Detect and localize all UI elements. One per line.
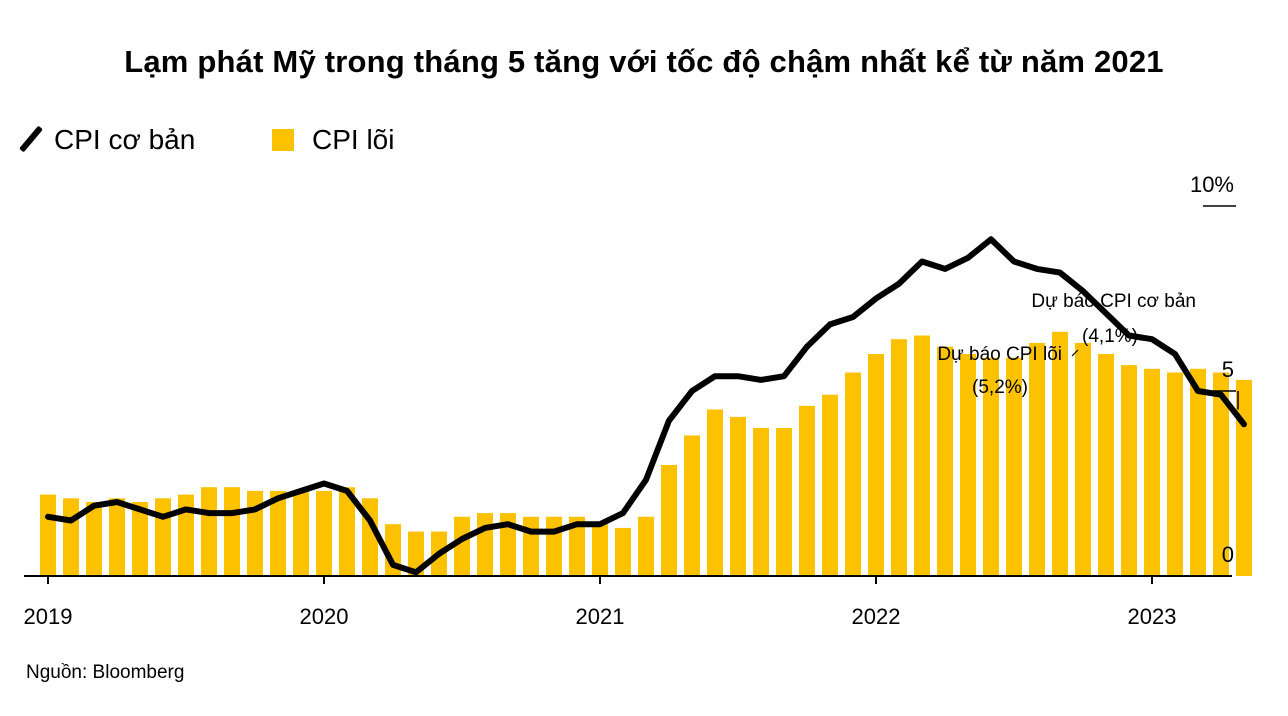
legend-bar-label: CPI lõi xyxy=(312,124,395,155)
legend-line-label: CPI cơ bản xyxy=(54,124,196,155)
bar xyxy=(339,487,355,576)
bar xyxy=(408,531,424,576)
bar xyxy=(40,494,56,576)
bar xyxy=(707,409,723,576)
x-axis: 2019 2020 2021 2022 2023 xyxy=(24,575,1232,629)
bar xyxy=(1098,354,1114,576)
bar xyxy=(914,335,930,576)
bar-series xyxy=(40,331,1252,576)
bar xyxy=(638,516,654,576)
legend-item-bar: CPI lõi xyxy=(272,124,394,156)
y-tick-label: 5 xyxy=(1222,357,1234,382)
bar xyxy=(891,339,907,576)
bar xyxy=(63,498,79,576)
bar xyxy=(937,346,953,576)
bar xyxy=(684,435,700,576)
bar xyxy=(293,490,309,576)
bar xyxy=(1052,331,1068,576)
bar xyxy=(1075,342,1091,576)
annotation-bar-forecast-label: Dự báo CPI lõi xyxy=(937,344,1062,365)
y-tick-label: 0 xyxy=(1222,542,1234,567)
bar xyxy=(224,487,240,576)
bar xyxy=(822,394,838,576)
annotation-line-leader xyxy=(1071,349,1079,357)
bar xyxy=(776,428,792,576)
annotations: Dự báo CPI cơ bản (4,1%) Dự báo CPI lõi (5,… xyxy=(937,291,1239,410)
bar xyxy=(960,354,976,576)
x-tick-label: 2021 xyxy=(576,604,625,629)
bar xyxy=(109,498,125,576)
x-tick-label: 2022 xyxy=(852,604,901,629)
bar xyxy=(201,487,217,576)
bar xyxy=(316,490,332,576)
bar xyxy=(615,527,631,576)
bar xyxy=(523,516,539,576)
bar xyxy=(1236,379,1252,576)
bar xyxy=(983,357,999,576)
annotation-line-forecast-label: Dự báo CPI cơ bản xyxy=(1031,291,1196,312)
source-note: Nguồn: Bloomberg xyxy=(26,662,185,683)
x-tick-label: 2019 xyxy=(24,604,73,629)
bar xyxy=(661,465,677,576)
bar xyxy=(569,516,585,576)
legend-item-line: CPI cơ bản xyxy=(18,124,195,156)
bar xyxy=(592,524,608,576)
y-axis: 10% 5 0 xyxy=(1190,172,1236,567)
x-tick-label: 2023 xyxy=(1128,604,1177,629)
bar xyxy=(270,490,286,576)
chart-title: Lạm phát Mỹ trong tháng 5 tăng với tốc đ… xyxy=(124,44,1164,79)
bar xyxy=(1213,372,1229,576)
bar xyxy=(86,502,102,576)
line-series xyxy=(45,236,1247,576)
bar xyxy=(132,502,148,576)
bar xyxy=(868,354,884,576)
x-tick-label: 2020 xyxy=(300,604,349,629)
bar xyxy=(799,405,815,576)
bar xyxy=(1144,368,1160,576)
bar xyxy=(1006,357,1022,576)
bar xyxy=(454,516,470,576)
bar xyxy=(178,494,194,576)
bar xyxy=(477,513,493,576)
bar xyxy=(845,372,861,576)
bar xyxy=(1121,365,1137,576)
cpi-line xyxy=(45,236,1247,576)
bar-swatch-icon xyxy=(272,129,294,151)
bar xyxy=(753,428,769,576)
bar xyxy=(1190,368,1206,576)
bar xyxy=(1029,342,1045,576)
bar xyxy=(546,516,562,576)
annotation-bar-forecast-value: (5,2%) xyxy=(972,377,1028,398)
bar xyxy=(500,513,516,576)
y-tick-label: 10% xyxy=(1190,172,1234,197)
bar xyxy=(155,498,171,576)
bar xyxy=(1167,372,1183,576)
bar xyxy=(730,416,746,576)
annotation-line-forecast-value: (4,1%) xyxy=(1082,326,1138,347)
